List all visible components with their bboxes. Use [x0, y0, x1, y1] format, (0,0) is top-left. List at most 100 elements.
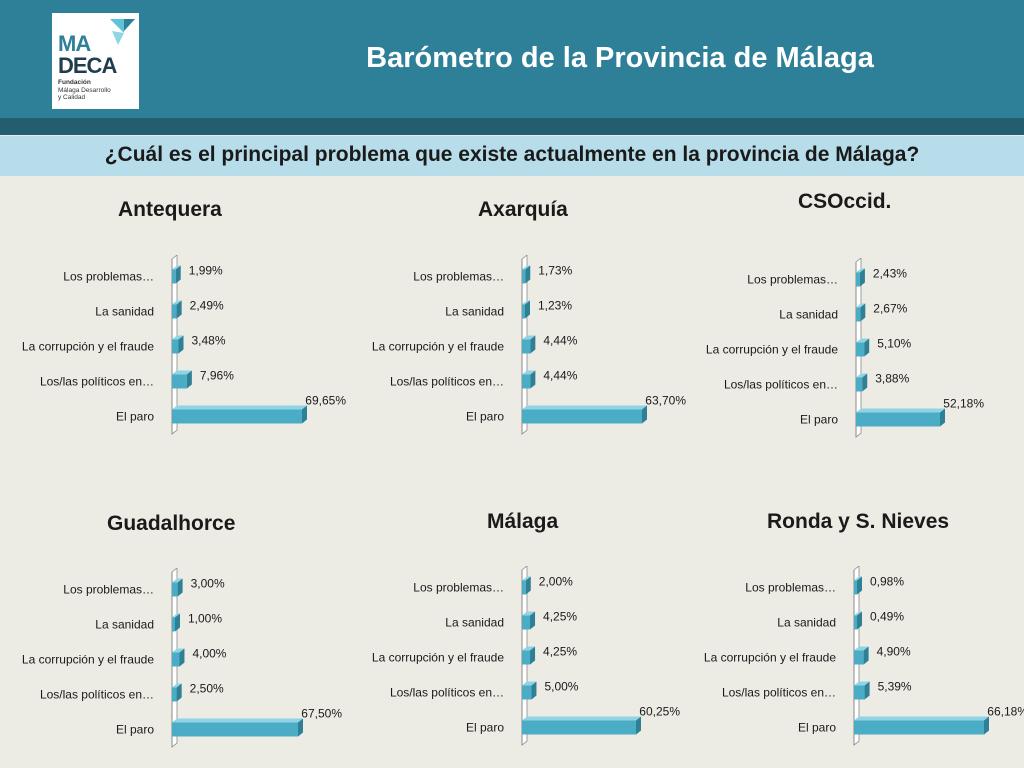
- chart-bar: [522, 716, 641, 735]
- chart-value-label: 4,90%: [877, 645, 911, 659]
- page-title: Barómetro de la Provincia de Málaga: [366, 42, 874, 74]
- chart-ronda: Los problemas… 0,98% La sanidad 0,49% La cor…: [704, 566, 1024, 746]
- chart-value-label: 2,00%: [539, 575, 573, 589]
- chart-category-label: El paro: [800, 413, 838, 427]
- logo-subtitle: Fundación Málaga Desarrollo y Calidad: [58, 79, 111, 102]
- chart-value-label: 60,25%: [639, 705, 680, 719]
- chart-value-label: 69,65%: [305, 394, 346, 408]
- chart-value-label: 4,44%: [543, 369, 577, 383]
- chart-bar: [522, 405, 647, 424]
- chart-value-label: 1,73%: [538, 264, 572, 278]
- chart-category-label: La sanidad: [777, 616, 836, 630]
- chart-bar: [172, 370, 192, 389]
- chart-value-label: 1,23%: [538, 299, 572, 313]
- chart-category-label: La corrupción y el fraude: [22, 340, 154, 354]
- chart-category-label: El paro: [798, 721, 836, 735]
- chart-category-label: El paro: [116, 723, 154, 737]
- question-text: ¿Cuál es el principal problema que exist…: [104, 143, 920, 166]
- header-accent-strip: [0, 118, 1024, 135]
- chart-category-label: La sanidad: [445, 305, 504, 319]
- madeca-logo: MA DECA Fundación Málaga Desarrollo y Ca…: [52, 13, 139, 109]
- chart-value-label: 0,49%: [870, 610, 904, 624]
- chart-bar: [172, 648, 185, 667]
- chart-value-label: 5,00%: [544, 680, 578, 694]
- logo-triangles-icon: [110, 19, 135, 45]
- chart-value-label: 4,00%: [192, 647, 226, 661]
- chart-category-label: Los/las políticos en…: [390, 375, 504, 389]
- chart-value-label: 4,25%: [543, 645, 577, 659]
- chart-title-axarquia: Axarquía: [478, 198, 568, 221]
- chart-category-label: El paro: [116, 410, 154, 424]
- chart-category-label: La sanidad: [445, 616, 504, 630]
- chart-value-label: 5,10%: [877, 337, 911, 351]
- chart-bar: [172, 335, 184, 354]
- chart-value-label: 63,70%: [645, 394, 686, 408]
- chart-axarquia: Los problemas… 1,73% La sanidad 1,23% La cor…: [372, 255, 686, 435]
- chart-bar: [172, 613, 180, 632]
- chart-title-malaga: Málaga: [487, 510, 559, 533]
- question-banner: [0, 136, 1024, 176]
- chart-bar: [172, 300, 182, 319]
- chart-category-label: El paro: [466, 721, 504, 735]
- chart-bar: [522, 681, 537, 700]
- logo-sub2: y Calidad: [58, 94, 86, 101]
- chart-bar: [854, 611, 862, 630]
- chart-bar: [172, 683, 182, 702]
- chart-category-label: La corrupción y el fraude: [372, 340, 504, 354]
- chart-bar: [522, 265, 531, 284]
- chart-value-label: 4,44%: [543, 334, 577, 348]
- chart-value-label: 3,00%: [191, 577, 225, 591]
- chart-bar: [522, 300, 530, 319]
- chart-value-label: 52,18%: [943, 397, 984, 411]
- chart-value-label: 3,88%: [875, 372, 909, 386]
- chart-category-label: La sanidad: [95, 305, 154, 319]
- logo-text-ma: MA: [58, 31, 91, 56]
- chart-category-label: La corrupción y el fraude: [372, 651, 504, 665]
- chart-value-label: 67,50%: [301, 707, 342, 721]
- chart-bar: [522, 646, 536, 665]
- chart-value-label: 1,00%: [188, 612, 222, 626]
- chart-category-label: La corrupción y el fraude: [22, 653, 154, 667]
- chart-value-label: 66,18%: [987, 705, 1024, 719]
- chart-category-label: Los problemas…: [63, 583, 154, 597]
- chart-title-ronda: Ronda y S. Nieves: [767, 510, 950, 533]
- chart-bar: [172, 265, 181, 284]
- chart-bar: [856, 373, 868, 392]
- chart-bar: [854, 576, 862, 595]
- chart-bar: [856, 268, 865, 287]
- chart-value-label: 1,99%: [189, 264, 223, 278]
- chart-bar: [172, 718, 303, 737]
- logo-text-deca: DECA: [58, 53, 117, 78]
- chart-category-label: Los/las políticos en…: [40, 375, 154, 389]
- chart-csoccid: Los problemas… 2,43% La sanidad 2,67% La cor…: [706, 258, 984, 438]
- chart-bar: [854, 681, 870, 700]
- chart-bar: [522, 370, 536, 389]
- header-bar: [0, 0, 1024, 118]
- chart-category-label: La corrupción y el fraude: [704, 651, 836, 665]
- chart-bar: [856, 408, 945, 427]
- chart-category-label: Los/las políticos en…: [40, 688, 154, 702]
- chart-bar: [522, 576, 531, 595]
- chart-category-label: La sanidad: [95, 618, 154, 632]
- chart-bar: [856, 338, 870, 357]
- chart-value-label: 7,96%: [200, 369, 234, 383]
- chart-bar: [522, 335, 536, 354]
- chart-value-label: 0,98%: [870, 575, 904, 589]
- chart-category-label: Los problemas…: [747, 273, 838, 287]
- chart-value-label: 3,48%: [191, 334, 225, 348]
- chart-bar: [854, 646, 869, 665]
- chart-title-guadalhorce: Guadalhorce: [107, 512, 236, 535]
- chart-category-label: El paro: [466, 410, 504, 424]
- chart-category-label: La sanidad: [779, 308, 838, 322]
- chart-bar: [172, 405, 307, 424]
- chart-value-label: 5,39%: [878, 680, 912, 694]
- chart-category-label: Los/las políticos en…: [390, 686, 504, 700]
- chart-category-label: Los problemas…: [413, 270, 504, 284]
- chart-value-label: 2,43%: [873, 267, 907, 281]
- chart-bar: [856, 303, 866, 322]
- chart-value-label: 2,67%: [873, 302, 907, 316]
- chart-category-label: Los problemas…: [413, 581, 504, 595]
- chart-category-label: Los/las políticos en…: [724, 378, 838, 392]
- chart-title-antequera: Antequera: [118, 198, 222, 221]
- chart-value-label: 4,25%: [543, 610, 577, 624]
